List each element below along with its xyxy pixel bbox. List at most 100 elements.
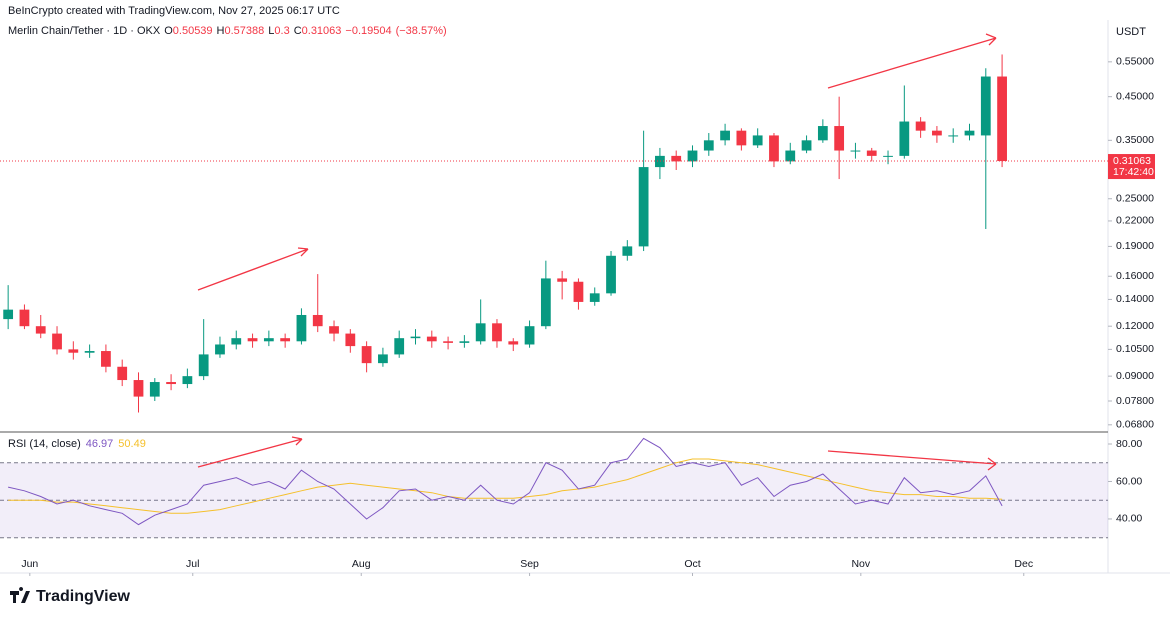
y-tick-label: 0.14000 xyxy=(1116,293,1154,305)
candle-body xyxy=(263,338,274,342)
ohlc-prefix: H xyxy=(217,25,225,37)
candle-body xyxy=(198,354,209,377)
candle-body xyxy=(785,150,796,162)
rsi-line xyxy=(8,458,1003,514)
logo-mark xyxy=(10,587,30,603)
change: −0.19504 xyxy=(345,25,391,37)
rsi-legend: RSI (14, close) 46.97 50.49 xyxy=(8,438,146,450)
symbol: Merlin Chain/Tether · 1D · OKX xyxy=(8,25,161,37)
y-tick-label: 40.00 xyxy=(1116,513,1142,525)
candle-body xyxy=(834,126,845,151)
watermark: BeInCrypto created with TradingView.com,… xyxy=(8,5,340,17)
candle-body xyxy=(850,150,861,152)
candle-body xyxy=(524,326,535,345)
x-tick-label: Dec xyxy=(1014,558,1033,570)
candle-body xyxy=(133,380,144,397)
rsi-line xyxy=(7,437,1003,526)
candle-body xyxy=(899,121,910,156)
y-tick-label: 0.07800 xyxy=(1116,395,1154,407)
ohlc-value: 0.57388 xyxy=(225,25,265,37)
candle-body xyxy=(35,326,46,334)
candle-body xyxy=(932,130,942,136)
price-tag-value: 0.31063 xyxy=(1113,155,1151,167)
candle-body xyxy=(345,333,356,347)
ohlc-prefix: C xyxy=(294,25,302,37)
candle-body xyxy=(52,333,62,350)
x-tick-label: Sep xyxy=(520,558,539,570)
arrow xyxy=(827,33,997,89)
y-tick-label: 0.10500 xyxy=(1116,343,1154,355)
candle-body xyxy=(736,130,747,146)
candle-body xyxy=(655,155,665,168)
candle-body xyxy=(720,130,730,141)
candle-body xyxy=(817,126,828,141)
ohlc-value: 0.3 xyxy=(274,25,289,37)
y-tick-label: 0.19000 xyxy=(1116,240,1154,252)
candle-body xyxy=(769,135,779,162)
arrow xyxy=(827,450,997,471)
candle-body xyxy=(149,382,160,397)
candle-body xyxy=(703,140,714,151)
candle-body xyxy=(280,338,291,342)
x-tick-label: Oct xyxy=(684,558,700,570)
y-tick-label: 0.22000 xyxy=(1116,215,1154,227)
candle-body xyxy=(589,293,600,302)
ohlc-prefix: O xyxy=(164,25,173,37)
candle-body xyxy=(687,150,698,162)
candle-body xyxy=(231,338,242,345)
x-tick-label: Jul xyxy=(186,558,199,570)
ohlc-value: 0.50539 xyxy=(173,25,213,37)
y-tick-label: 0.25000 xyxy=(1116,193,1154,205)
candle-body xyxy=(394,338,405,355)
candle-body xyxy=(182,376,193,385)
candle-body xyxy=(508,341,519,345)
x-tick-label: Aug xyxy=(352,558,371,570)
ohlc-value: 0.31063 xyxy=(302,25,342,37)
x-tick-label: Nov xyxy=(851,558,870,570)
change-percent: (−38.57%) xyxy=(396,25,447,37)
logo: TradingView xyxy=(10,587,131,605)
y-tick-label: 60.00 xyxy=(1116,475,1142,487)
candle-body xyxy=(117,366,128,381)
candle-body xyxy=(459,341,470,343)
candle-body xyxy=(606,255,616,294)
arrow xyxy=(197,247,309,291)
y-tick-label: 0.16000 xyxy=(1116,270,1154,282)
candle-body xyxy=(443,341,453,343)
candle-body xyxy=(980,76,991,136)
legend: Merlin Chain/Tether · 1D · OKX O0.50539 H0… xyxy=(8,25,447,450)
y-tick-label: 0.09000 xyxy=(1116,370,1154,382)
candle-body xyxy=(329,326,339,334)
candle-body xyxy=(540,278,551,327)
candle-body xyxy=(622,246,633,256)
currency: USDT xyxy=(1116,26,1146,38)
candle-body xyxy=(573,281,584,302)
countdown: 17:42:40 xyxy=(1113,166,1154,178)
candle-body xyxy=(752,135,763,146)
candle-body xyxy=(426,336,437,342)
arrow xyxy=(197,436,303,468)
y-tick-label: 80.00 xyxy=(1116,438,1142,450)
candle-body xyxy=(801,140,812,151)
candle-body xyxy=(997,76,1007,162)
candle-body xyxy=(557,278,568,282)
logo-text: TradingView xyxy=(36,588,131,605)
candle-body xyxy=(19,309,30,327)
price-tag xyxy=(1108,154,1155,180)
candle-body xyxy=(3,309,14,320)
candle-body xyxy=(312,314,323,327)
candle-body xyxy=(378,354,388,364)
candle-body xyxy=(215,344,225,355)
y-tick-label: 0.12000 xyxy=(1116,320,1154,332)
candle-body xyxy=(866,150,877,156)
candle-body xyxy=(492,323,502,342)
legend-row: Merlin Chain/Tether · 1D · OKX O0.50539 H0… xyxy=(8,25,447,37)
candle-body xyxy=(671,155,682,162)
rsi-band xyxy=(0,462,1108,538)
candle-body xyxy=(296,314,307,342)
y-tick-label: 0.35000 xyxy=(1116,134,1154,146)
rsi-value: 50.49 xyxy=(118,438,146,450)
y-tick-label: 0.45000 xyxy=(1116,90,1154,102)
candle-body xyxy=(948,135,959,137)
